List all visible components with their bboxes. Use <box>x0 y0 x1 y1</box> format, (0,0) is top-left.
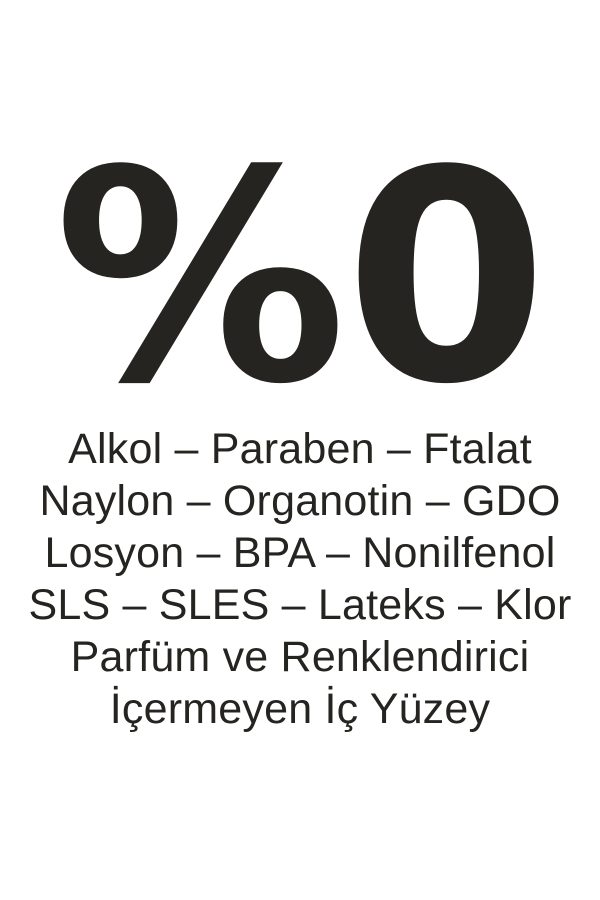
percent-zero-headline: %0 <box>54 108 548 449</box>
free-from-line-2: Naylon – Organotin – GDO <box>39 476 561 525</box>
free-from-line-6: İçermeyen İç Yüzey <box>109 684 491 733</box>
free-from-line-5: Parfüm ve Renklendirici <box>70 632 530 681</box>
free-from-line-3: Losyon – BPA – Nonilfenol <box>44 528 556 577</box>
free-from-line-1: Alkol – Paraben – Ftalat <box>68 424 532 473</box>
free-from-list: Alkol – Paraben – Ftalat Naylon – Organo… <box>28 423 571 735</box>
free-from-line-4: SLS – SLES – Lateks – Klor <box>28 580 572 629</box>
